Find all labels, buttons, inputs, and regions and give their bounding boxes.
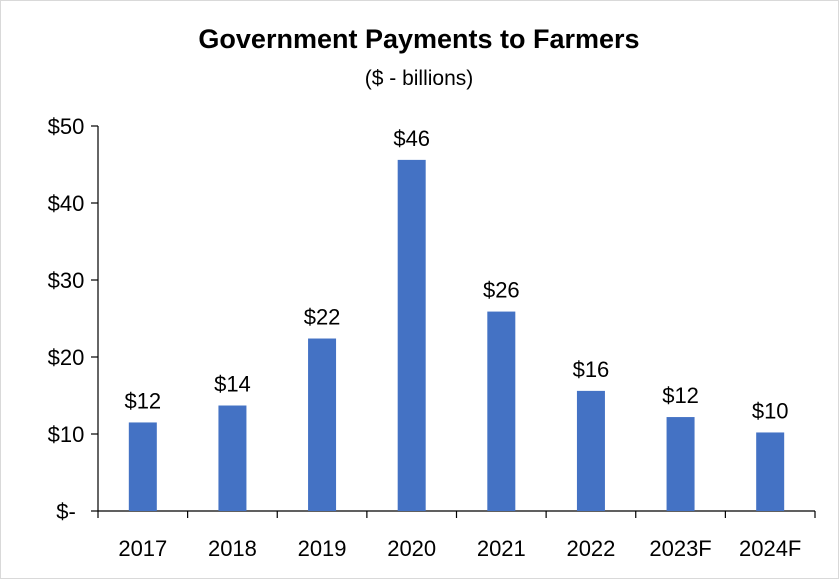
- chart-title: Government Payments to Farmers: [198, 24, 639, 54]
- bar: [487, 311, 516, 511]
- x-tick-label: 2023F: [649, 536, 711, 561]
- bar: [308, 338, 337, 511]
- bar-data-label: $10: [752, 398, 789, 423]
- bar-data-label: $26: [483, 278, 520, 303]
- bar-data-label: $14: [214, 372, 251, 397]
- x-tick-label: 2017: [118, 536, 167, 561]
- bar-data-label: $46: [393, 126, 430, 151]
- bar: [666, 417, 695, 511]
- y-tick-label: $30: [48, 268, 85, 293]
- chart-subtitle: ($ - billions): [365, 67, 474, 90]
- y-axis: $- $10 $20 $30 $40 $50: [48, 114, 99, 524]
- bar: [218, 405, 247, 511]
- y-tick-label: $20: [48, 345, 85, 370]
- bar-data-label: $16: [573, 357, 610, 382]
- y-tick-label: $10: [48, 422, 85, 447]
- bar-data-label: $12: [662, 383, 699, 408]
- bars: [128, 159, 785, 511]
- y-tick-label: $50: [48, 114, 85, 139]
- x-tick-label: 2021: [477, 536, 526, 561]
- x-axis: 2017 2018 2019 2020 2021 2022 2023F 2024F: [97, 510, 816, 561]
- bar-data-label: $12: [124, 388, 161, 413]
- x-tick-label: 2020: [387, 536, 436, 561]
- x-tick-label: 2019: [298, 536, 347, 561]
- y-tick-label: $40: [48, 191, 85, 216]
- y-tick-label: $-: [56, 499, 76, 524]
- data-labels: $12 $14 $22 $46 $26 $16 $12 $10: [124, 126, 788, 424]
- bar-data-label: $22: [304, 305, 341, 330]
- bar: [756, 432, 785, 511]
- x-tick-label: 2022: [566, 536, 615, 561]
- bar: [128, 422, 157, 511]
- x-tick-label: 2024F: [739, 536, 801, 561]
- x-tick-label: 2018: [208, 536, 257, 561]
- bar: [397, 159, 426, 511]
- bar: [576, 390, 605, 511]
